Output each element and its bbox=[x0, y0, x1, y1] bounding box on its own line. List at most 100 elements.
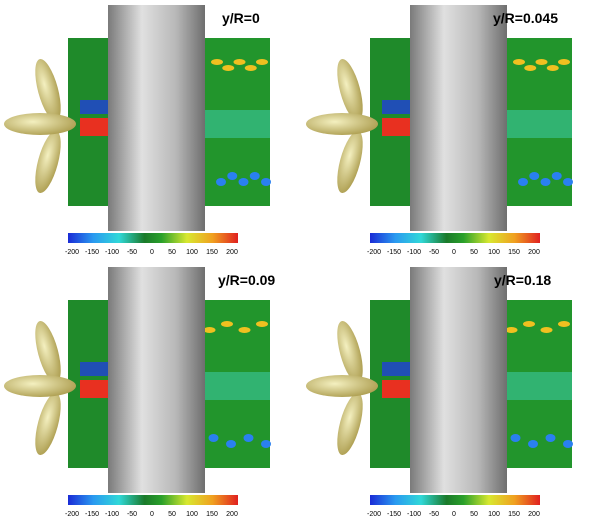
wake-band bbox=[507, 110, 572, 138]
tip-vortex bbox=[552, 172, 562, 180]
tip-vortex bbox=[546, 434, 556, 442]
colorbar-tick-label: 150 bbox=[508, 511, 520, 518]
panel-title: y/R=0.045 bbox=[493, 10, 558, 26]
tip-vortex bbox=[239, 178, 249, 186]
propeller-hub bbox=[306, 113, 378, 135]
colorbar-tick-label: -200 bbox=[367, 511, 381, 518]
hub-vortex-blue bbox=[80, 362, 110, 376]
colorbar-tick-label: 200 bbox=[528, 511, 540, 518]
tip-vortex bbox=[211, 59, 223, 65]
propeller-hub bbox=[4, 113, 76, 135]
colorbar-tick-label: -100 bbox=[407, 249, 421, 256]
cylinder bbox=[108, 267, 205, 493]
wake-band bbox=[205, 110, 270, 138]
colorbar bbox=[68, 495, 238, 505]
colorbar-tick-label: 200 bbox=[226, 249, 238, 256]
colorbar-tick-label: -100 bbox=[407, 511, 421, 518]
tip-vortex bbox=[221, 321, 233, 327]
tip-vortex bbox=[506, 327, 518, 333]
tip-vortex bbox=[261, 440, 271, 448]
tip-vortex bbox=[523, 321, 535, 327]
tip-vortex bbox=[547, 65, 559, 71]
tip-vortex bbox=[541, 178, 551, 186]
colorbar-tick-label: 50 bbox=[470, 249, 478, 256]
colorbar-tick-label: 0 bbox=[452, 511, 456, 518]
colorbar-tick-label: 150 bbox=[508, 249, 520, 256]
colorbar-tick-label: 50 bbox=[168, 511, 176, 518]
colorbar-tick-label: 150 bbox=[206, 511, 218, 518]
hub-vortex bbox=[382, 118, 412, 136]
tip-vortex bbox=[524, 65, 536, 71]
figure: y/R=0 -200 -150 -100 -50 0 50 100 150 200 y/R=0.04… bbox=[0, 0, 604, 525]
tip-vortex bbox=[563, 178, 573, 186]
hub-vortex bbox=[80, 118, 110, 136]
colorbar-tick-label: 150 bbox=[206, 249, 218, 256]
tip-vortex bbox=[528, 440, 538, 448]
colorbar-tick-label: -50 bbox=[429, 511, 439, 518]
colorbar-tick-label: 100 bbox=[488, 511, 500, 518]
colorbar-tick-label: 0 bbox=[150, 249, 154, 256]
propeller-hub bbox=[306, 375, 378, 397]
hub-vortex-blue bbox=[382, 362, 412, 376]
tip-vortex bbox=[209, 434, 219, 442]
panel: y/R=0 -200 -150 -100 -50 0 50 100 150 200 bbox=[4, 5, 271, 256]
colorbar-tick-label: -150 bbox=[85, 511, 99, 518]
tip-vortex bbox=[250, 172, 260, 180]
tip-vortex bbox=[529, 172, 539, 180]
colorbar-tick-label: 200 bbox=[528, 249, 540, 256]
hub-vortex bbox=[80, 380, 110, 398]
colorbar bbox=[370, 233, 540, 243]
propeller-blade bbox=[332, 129, 368, 196]
hub-vortex-blue bbox=[382, 100, 412, 114]
colorbar-tick-label: -50 bbox=[127, 249, 137, 256]
panel-title: y/R=0.18 bbox=[494, 272, 551, 288]
tip-vortex bbox=[518, 178, 528, 186]
colorbar-tick-label: 0 bbox=[452, 249, 456, 256]
tip-vortex bbox=[227, 172, 237, 180]
tip-vortex bbox=[511, 434, 521, 442]
tip-vortex bbox=[558, 59, 570, 65]
tip-vortex bbox=[558, 321, 570, 327]
cylinder bbox=[410, 267, 507, 493]
colorbar-tick-label: 0 bbox=[150, 511, 154, 518]
panel-title: y/R=0 bbox=[222, 10, 260, 26]
tip-vortex bbox=[563, 440, 573, 448]
colorbar-tick-label: -200 bbox=[65, 249, 79, 256]
colorbar-tick-label: -200 bbox=[65, 511, 79, 518]
tip-vortex bbox=[239, 327, 251, 333]
hub-vortex-blue bbox=[80, 100, 110, 114]
tip-vortex bbox=[245, 65, 257, 71]
tip-vortex bbox=[226, 440, 236, 448]
cylinder bbox=[410, 5, 507, 231]
colorbar-tick-label: 100 bbox=[186, 249, 198, 256]
colorbar-tick-label: -200 bbox=[367, 249, 381, 256]
colorbar-tick-label: -50 bbox=[127, 511, 137, 518]
colorbar-tick-label: 50 bbox=[168, 249, 176, 256]
tip-vortex bbox=[513, 59, 525, 65]
cylinder bbox=[108, 5, 205, 231]
tip-vortex bbox=[261, 178, 271, 186]
tip-vortex bbox=[256, 321, 268, 327]
colorbar-tick-label: -150 bbox=[387, 511, 401, 518]
colorbar bbox=[370, 495, 540, 505]
propeller-hub bbox=[4, 375, 76, 397]
tip-vortex bbox=[204, 327, 216, 333]
panel: y/R=0.18 -200 -150 -100 -50 0 50 100 150 200 bbox=[306, 267, 573, 518]
tip-vortex bbox=[216, 178, 226, 186]
colorbar-tick-label: -150 bbox=[85, 249, 99, 256]
tip-vortex bbox=[536, 59, 548, 65]
colorbar-tick-label: 100 bbox=[186, 511, 198, 518]
colorbar-tick-label: 100 bbox=[488, 249, 500, 256]
colorbar-tick-label: -100 bbox=[105, 249, 119, 256]
colorbar-tick-label: -50 bbox=[429, 249, 439, 256]
hub-vortex bbox=[382, 380, 412, 398]
panel-title: y/R=0.09 bbox=[218, 272, 275, 288]
colorbar-tick-label: 50 bbox=[470, 511, 478, 518]
tip-vortex bbox=[244, 434, 254, 442]
tip-vortex bbox=[256, 59, 268, 65]
colorbar-tick-label: 200 bbox=[226, 511, 238, 518]
tip-vortex bbox=[234, 59, 246, 65]
propeller-blade bbox=[30, 391, 66, 458]
